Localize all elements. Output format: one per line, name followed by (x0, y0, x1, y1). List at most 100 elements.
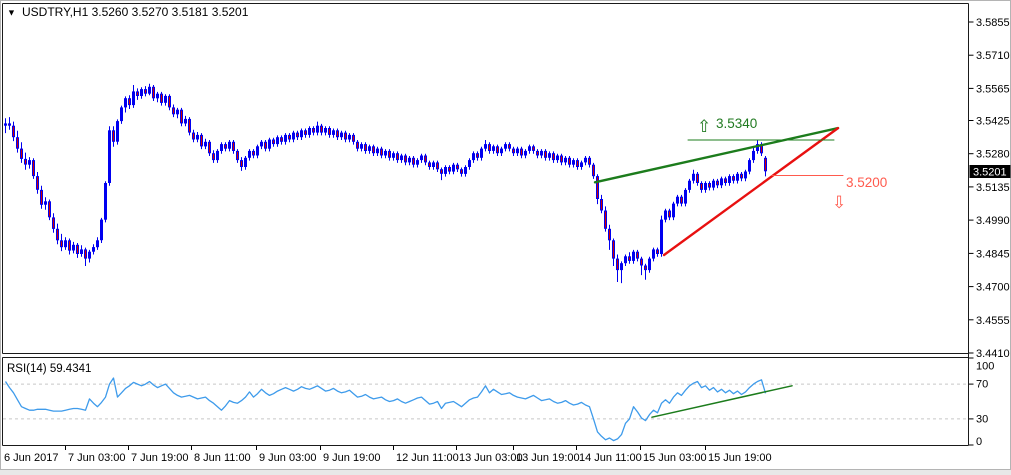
candle-bullish (100, 219, 103, 241)
time-tick-label: 9 Jun 03:00 (259, 452, 317, 464)
current-price-badge-value: 3.5201 (973, 167, 1007, 179)
trendline[interactable] (593, 126, 840, 184)
candle-bullish (4, 123, 7, 126)
candle-bearish (224, 144, 227, 149)
candle-bearish (16, 137, 19, 149)
candle-bullish (308, 128, 311, 135)
rsi-trendline[interactable] (651, 385, 793, 418)
rsi-label: RSI(14) 59.4341 (7, 363, 91, 375)
target-price-label[interactable]: 3.5340 (716, 116, 757, 131)
main-plot-area[interactable] (2, 3, 969, 353)
candle-bullish (268, 139, 271, 149)
price-tick-label: 3.5855 (976, 17, 1010, 29)
candle-bearish (172, 107, 175, 115)
candle-bearish (628, 256, 631, 261)
candle-bearish (136, 91, 139, 97)
candle-bearish (32, 160, 35, 177)
candle-bearish (448, 167, 451, 172)
candle-bearish (264, 141, 267, 149)
candle-bearish (544, 150, 547, 158)
rsi-scale-label: 0 (976, 436, 982, 448)
candle-bullish (116, 121, 119, 142)
candle-bearish (656, 249, 659, 254)
candle-bullish (376, 148, 379, 154)
down-arrow-icon[interactable]: ⇩ (832, 193, 846, 212)
candle-bullish (756, 144, 759, 152)
candle-bullish (676, 196, 679, 204)
candle-bullish (548, 153, 551, 158)
candle-bullish (196, 134, 199, 140)
price-tick-label: 3.4410 (976, 348, 1010, 360)
candle-bullish (688, 180, 691, 190)
up-arrow-icon[interactable]: ⇧ (697, 117, 711, 136)
rsi-plot-area[interactable] (2, 357, 969, 446)
candle-bullish (484, 144, 487, 149)
candle-bearish (68, 240, 71, 251)
candle-bearish (48, 201, 51, 218)
candle-bullish (504, 144, 507, 149)
price-tick-label: 3.5425 (976, 116, 1010, 128)
candle-bullish (384, 150, 387, 156)
candle-bearish (708, 183, 711, 188)
candle-bullish (752, 150, 755, 161)
candle-bullish (632, 251, 635, 261)
price-tick-label: 3.5710 (976, 50, 1010, 62)
stop-price-label[interactable]: 3.5200 (846, 175, 887, 190)
candles-group (4, 83, 767, 284)
candle-bullish (360, 144, 363, 149)
candle-bearish (192, 132, 195, 140)
time-tick-label: 8 Jun 11:00 (194, 452, 251, 464)
candle-bullish (652, 249, 655, 259)
candle-bullish (132, 91, 135, 106)
candle-bearish (240, 160, 243, 168)
candle-bullish (664, 210, 667, 220)
candle-bullish (744, 171, 747, 179)
candle-bearish (356, 141, 359, 149)
time-tick-label: 7 Jun 19:00 (131, 452, 189, 464)
price-tick-label: 3.4845 (976, 248, 1010, 260)
candle-bullish (88, 251, 91, 259)
candle-bearish (724, 178, 727, 183)
candle-bullish (276, 137, 279, 145)
candle-bearish (312, 128, 315, 133)
candle-bullish (216, 150, 219, 161)
candle-bearish (644, 265, 647, 271)
candle-bearish (404, 155, 407, 163)
candle-bearish (588, 157, 591, 165)
candle-bullish (468, 160, 471, 168)
candle-bullish (256, 146, 259, 156)
candle-bearish (320, 125, 323, 133)
candle-bearish (76, 244, 79, 255)
candle-bearish (288, 134, 291, 140)
candle-bullish (248, 150, 251, 158)
candle-bullish (332, 130, 335, 135)
candle-bullish (728, 176, 731, 184)
collapse-marker-icon[interactable]: ▼ (7, 8, 16, 18)
candle-bullish (124, 98, 127, 108)
trendline[interactable] (662, 126, 840, 257)
candle-bullish (44, 201, 47, 205)
candle-bullish (580, 162, 583, 167)
drawn-objects-group (593, 126, 844, 418)
candle-bearish (536, 150, 539, 156)
candle-bearish (56, 228, 59, 241)
candle-bullish (184, 118, 187, 124)
candle-bearish (128, 98, 131, 106)
candle-bearish (344, 132, 347, 140)
candle-bullish (104, 183, 107, 220)
candle-bearish (12, 125, 15, 138)
candle-bullish (492, 146, 495, 151)
candle-bearish (168, 95, 171, 108)
candle-bearish (40, 189, 43, 205)
candle-bearish (700, 183, 703, 190)
candle-bearish (212, 153, 215, 161)
rsi-scale-label: 100 (976, 361, 994, 373)
candle-bearish (236, 150, 239, 161)
chart-title: USDTRY,H1 3.5260 3.5270 3.5181 3.5201 (22, 5, 249, 19)
candle-bullish (284, 134, 287, 142)
candle-bearish (600, 199, 603, 211)
rsi-line[interactable] (4, 377, 767, 442)
candle-bullish (516, 148, 519, 154)
candle-bearish (532, 146, 535, 151)
rsi-indicator-group (3, 377, 968, 442)
